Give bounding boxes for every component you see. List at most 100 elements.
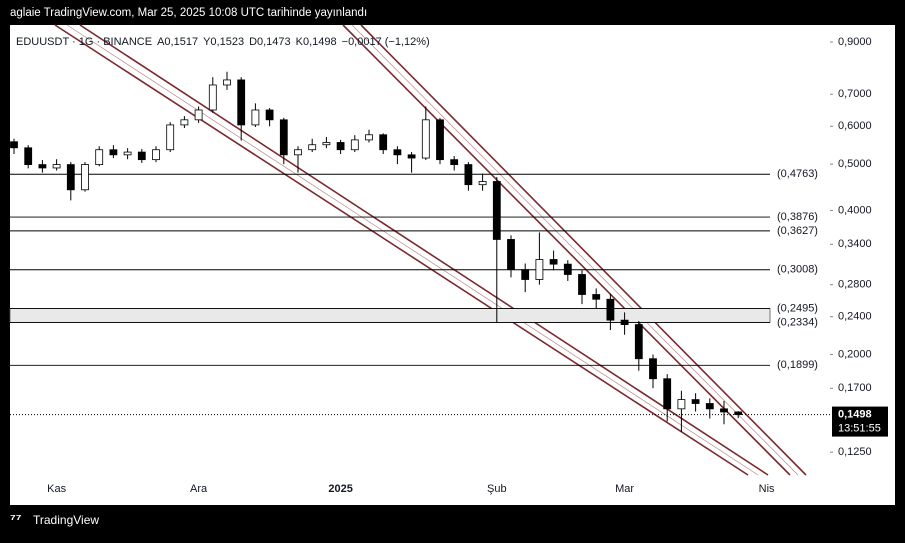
candle-body [38,164,47,169]
candle-body [308,144,317,151]
channel-line [66,24,759,476]
candle-body [137,151,146,161]
channels [54,24,807,476]
x-tick-label: Mar [615,483,634,495]
legend-text: K0,1498 [296,36,337,48]
candle-body [166,124,175,151]
candle-body [677,399,686,410]
candle-body [421,119,430,159]
candle-body [237,79,246,126]
candle-body [251,109,260,126]
y-tick-label: 0,1700 [838,382,872,394]
y-tick-label: 0,4000 [838,204,872,216]
candle-body [194,109,203,121]
y-tick-label: 0,6000 [838,120,872,132]
candle-body [123,151,132,156]
chart-area [10,25,895,505]
candle-body [606,298,615,321]
x-tick-label: Kas [47,483,66,495]
brand: ⁷⁷ TradingView [9,173,771,527]
level-label: (0,3627) [777,225,818,237]
channel-line [54,24,749,476]
channel-line [360,24,807,476]
y-tick-label: 0,2800 [838,279,872,291]
candle-body [336,142,345,151]
candle-body [350,139,359,151]
zone [9,308,771,323]
candle-body [535,259,544,280]
candle-body [208,84,217,111]
channel-line [351,24,799,476]
level-label: (0,2334) [777,316,818,328]
level-label: (0,3008) [777,264,818,276]
candle-body [393,149,402,156]
x-tick-label: Şub [487,483,507,495]
candle-body [294,149,302,156]
candle-body [436,119,444,161]
legend-text: D0,1473 [249,36,291,48]
candle-body [720,408,728,413]
candle-body [592,294,601,300]
candle-body [521,269,530,280]
y-tick-label: 0,5000 [838,158,872,170]
legend-text: Y0,1523 [203,36,244,48]
candle-body [379,134,388,151]
candle-body [407,154,416,159]
candle-body [450,159,459,165]
candle-body [620,319,629,326]
candle-body [478,181,487,186]
candle-body [507,239,515,271]
y-tick-label: 0,2000 [838,348,872,360]
candle-body [66,164,75,191]
x-tick-label: Nis [759,483,775,495]
y-tick-label: 0,2400 [838,311,872,323]
x-tick-label: Ara [190,483,208,495]
legend-text: EDUUSDT · 1G · BINANCE [16,36,152,48]
candle-body [52,164,61,169]
candle-body [279,119,288,156]
candle-body [563,263,572,275]
candle-body [734,411,743,415]
last-price-label: 0,1498 [838,408,872,420]
candle-body [634,324,643,360]
candle-body [578,274,586,295]
candle-body [549,259,558,265]
y-tick-label: 0,1250 [838,446,872,458]
candle-body [663,378,672,410]
channel-line [79,24,769,476]
y-tick-label: 0,9000 [838,36,872,48]
candle-body [365,134,373,141]
legend-text: −0,0017 (−1,12%) [342,36,430,48]
published: aglaie TradingView.com, Mar 25, 2025 10:… [10,7,367,19]
legend-text: A0,1517 [157,36,198,48]
brand-text: TradingView [33,513,99,527]
candle-body [649,358,657,380]
candle-body [265,109,274,121]
candle-body [705,403,714,410]
x-tick-label: 2025 [328,483,352,495]
level-label: (0,3876) [777,211,818,223]
last-price-box [832,406,888,437]
candle-body [95,149,104,165]
candle-body [223,79,231,86]
channel-line [342,24,791,476]
candle-body [492,181,501,240]
y-tick-label: 0,7000 [838,88,872,100]
candle-body [152,149,160,161]
candle-body [322,142,331,146]
candle-body [109,149,118,156]
candle-body [691,399,700,404]
candle-body [464,164,473,186]
candle-body [81,164,89,191]
level-label: (0,4763) [777,168,818,180]
brand-logo: ⁷⁷ [10,511,22,527]
candle-body [180,119,189,126]
countdown: 13:51:55 [838,422,881,434]
level-label: (0,2495) [777,303,818,315]
level-label: (0,1899) [777,359,818,371]
candle-body [10,141,18,149]
candle-body [24,147,33,165]
y-tick-label: 0,3400 [838,238,872,250]
